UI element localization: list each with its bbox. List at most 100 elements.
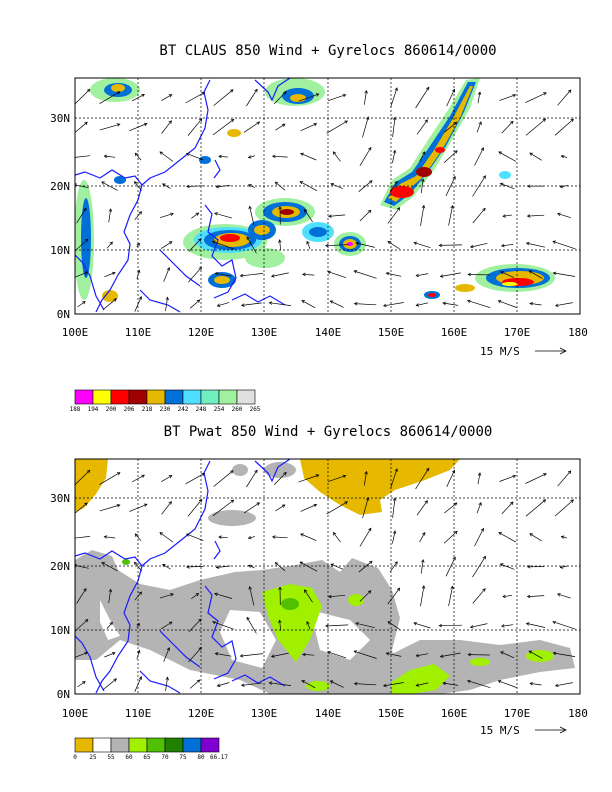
panel-b-ytick-10n: 10N bbox=[50, 624, 70, 637]
panel-b-wind-vector-104 bbox=[442, 681, 459, 686]
panel-b-wind-vector-75 bbox=[328, 594, 346, 599]
panel-b-wind-vector-43 bbox=[214, 592, 232, 599]
panel-a-wind-vector-38 bbox=[187, 118, 203, 136]
panel-a-wind-vector-29 bbox=[159, 151, 174, 162]
panel-a-wind-vector-134 bbox=[525, 118, 547, 136]
panel-a-colorbar-swatch-3 bbox=[128, 389, 148, 405]
panel-a-xtick-170e: 170E bbox=[504, 326, 531, 339]
panel-b-wind-vector-18 bbox=[136, 623, 140, 628]
panel-b-wind-vector-122 bbox=[500, 624, 514, 628]
pwat-dry-regions bbox=[75, 459, 460, 526]
panel-a-wind-vector-101 bbox=[419, 151, 426, 162]
panel-b-wind-vector-110 bbox=[444, 502, 458, 514]
panel-b-wind-vector-71 bbox=[298, 474, 320, 483]
panel-a-wind-vector-113 bbox=[467, 272, 490, 277]
panel-b-coastlines bbox=[75, 459, 291, 694]
panel-a-wind-vector-112 bbox=[466, 299, 491, 309]
panel-a-wind-vector-45 bbox=[218, 154, 228, 159]
panel-a-wind-vector-136 bbox=[554, 302, 573, 308]
panel-b-wind-vector-2 bbox=[75, 619, 89, 632]
panel-b-wind-vector-40 bbox=[216, 682, 230, 687]
panel-a-wind-vector-86 bbox=[362, 116, 370, 138]
panel-a-wind-vector-76 bbox=[330, 183, 344, 189]
panel-b-wind-vector-46 bbox=[212, 499, 235, 517]
panel-b-wind-vector-53 bbox=[247, 535, 256, 540]
panel-b-wind-vector-59 bbox=[278, 586, 282, 605]
panel-a-x-axis: 100E 110E 120E 130E 140E 150E 160E 170E … bbox=[62, 326, 588, 339]
panel-a-colorbar-swatch-0 bbox=[74, 389, 94, 405]
panel-b-wind-vector-12 bbox=[101, 562, 118, 572]
panel-b-ytick-30n: 30N bbox=[50, 492, 70, 505]
panel-b-wind-vector-120 bbox=[497, 680, 517, 688]
panel-b-wind-vector-92 bbox=[389, 561, 398, 572]
panel-b-colorbar-label-8: 66.17 bbox=[210, 754, 228, 761]
panel-a-wind-vector-40 bbox=[216, 302, 230, 307]
panel-b-xtick-140e: 140E bbox=[315, 707, 342, 720]
panel-a-wind-vector-14 bbox=[99, 123, 121, 131]
panel-b-wind-vector-64 bbox=[301, 680, 316, 689]
panel-a-wind-vector-63 bbox=[273, 90, 287, 105]
panel-a-wind-vector-18 bbox=[136, 242, 140, 248]
panel-a-wind-vector-122 bbox=[500, 243, 514, 248]
panel-a-wind-vector-24 bbox=[165, 296, 169, 312]
panel-a-wind-vector-94 bbox=[392, 116, 397, 138]
panel-b-colorbar-swatch-3 bbox=[128, 737, 148, 753]
panel-a-wind-vector-119 bbox=[477, 91, 482, 104]
panel-b-wind-vector-124 bbox=[499, 563, 515, 570]
panel-b-colorbar-label-5: 70 bbox=[161, 754, 169, 761]
panel-a-wind-vector-87 bbox=[363, 90, 368, 105]
panel-b-wind-vector-139 bbox=[556, 593, 571, 599]
panel-b-wind-vector-77 bbox=[332, 532, 341, 543]
panel-b-wind-vector-140 bbox=[559, 565, 569, 569]
panel-a-wind-vector-135 bbox=[525, 92, 547, 103]
panel-b-wind-vector-74 bbox=[325, 624, 349, 628]
panel-b-wind-vector-49 bbox=[239, 653, 264, 658]
panel-a-wind-vector-141 bbox=[560, 154, 568, 159]
panel-b-ytick-0n: 0N bbox=[57, 688, 70, 701]
panel-b-wind-vector-113 bbox=[467, 652, 490, 657]
panel-a-ytick-0n: 0N bbox=[57, 308, 70, 321]
panel-a-colorbar-swatch-6 bbox=[182, 389, 202, 405]
panel-b-wind-vector-108 bbox=[445, 556, 456, 577]
panel-a-colorbar-swatch-1 bbox=[92, 389, 112, 405]
panel-b-wind-vector-96 bbox=[415, 682, 429, 687]
panel-b-wind-vector-41 bbox=[214, 652, 232, 657]
panel-a-wind-vector-5 bbox=[75, 155, 90, 160]
panel-b-wind-vector-28 bbox=[161, 564, 171, 570]
panel-b-colorbar-label-1: 25 bbox=[89, 754, 97, 761]
panel-b-colorbar-label-6: 75 bbox=[179, 754, 187, 761]
panel-a-wind-vector-7 bbox=[75, 88, 91, 105]
panel-a-wind-vector-102 bbox=[416, 119, 428, 135]
panel-b-wind-vector-27 bbox=[159, 593, 174, 599]
panel-b-wind-vector-48 bbox=[240, 682, 262, 687]
panel-b-wind-vector-115 bbox=[472, 588, 486, 604]
panel-a-wind-vector-83 bbox=[359, 209, 372, 222]
panel-a-wind-vector-97 bbox=[415, 273, 429, 278]
panel-a-wind-vector-104 bbox=[442, 301, 459, 306]
panel-b-wind-vector-34 bbox=[188, 618, 202, 632]
panel-b-colorbar-label-4: 65 bbox=[143, 754, 151, 761]
panel-b-colorbar-swatch-4 bbox=[146, 737, 166, 753]
panel-b-wind-vector-57 bbox=[271, 652, 289, 658]
panel-b-wind-vector-94 bbox=[392, 497, 397, 518]
panel-a-wind-vector-66 bbox=[306, 240, 311, 250]
pwat-high-regions bbox=[122, 559, 554, 694]
panel-b-wind-vector-37 bbox=[185, 533, 204, 541]
panel-a-wind-vector-32 bbox=[189, 299, 201, 309]
panel-b-wind-vectors bbox=[75, 467, 576, 692]
panel-a-wind-vector-34 bbox=[188, 238, 202, 252]
panel-b-wind-vector-1 bbox=[75, 651, 89, 658]
panel-b-colorbar-label-2: 55 bbox=[107, 754, 115, 761]
panel-a-wind-vector-17 bbox=[136, 269, 141, 280]
panel-b-wind-vector-87 bbox=[363, 470, 368, 486]
panel-b-wind-vector-78 bbox=[326, 501, 348, 515]
panel-a-wind-vector-22 bbox=[129, 122, 148, 132]
panel-a-wind-vector-120 bbox=[497, 300, 517, 308]
panel-b-wind-vector-99 bbox=[420, 585, 426, 607]
panel-a-colorbar-label-5: 230 bbox=[160, 406, 171, 413]
panel-a-wind-vector-79 bbox=[328, 93, 347, 102]
panel-a-wind-vector-41 bbox=[214, 271, 232, 277]
panel-a-wind-vector-75 bbox=[328, 214, 346, 218]
panel-b-wind-vector-88 bbox=[382, 682, 404, 688]
panel-b-wind-vector-0 bbox=[77, 681, 86, 688]
